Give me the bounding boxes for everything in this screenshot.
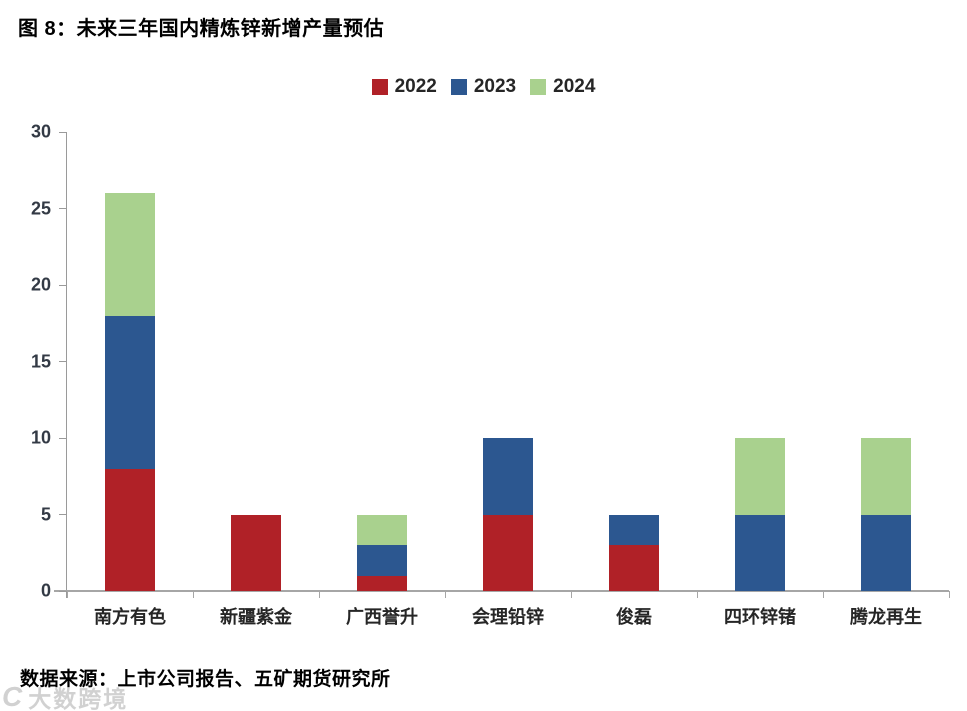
y-axis-tick-label: 20 bbox=[30, 274, 51, 295]
bar-segment-2023 bbox=[861, 514, 911, 591]
bar-segment-2023 bbox=[483, 438, 533, 515]
x-axis-tick-mark bbox=[193, 591, 194, 598]
bar-segment-2024 bbox=[357, 514, 407, 546]
bar-segment-2022 bbox=[231, 514, 281, 591]
bar-segment-2023 bbox=[735, 514, 785, 591]
y-axis-tick-mark bbox=[59, 514, 67, 515]
bar-segment-2022 bbox=[105, 468, 155, 591]
watermark: C 大数跨境 bbox=[2, 680, 128, 711]
bar-segment-2023 bbox=[609, 514, 659, 546]
legend-item-2023: 2023 bbox=[450, 76, 517, 98]
y-axis-tick-mark bbox=[59, 437, 67, 439]
x-axis-tick-mark bbox=[697, 591, 698, 598]
watermark-logo-icon: C bbox=[2, 681, 25, 711]
bar-segment-2023 bbox=[357, 545, 407, 576]
x-axis-tick-mark bbox=[67, 591, 68, 598]
bar-segment-2024 bbox=[861, 438, 911, 515]
legend-label-2022: 2022 bbox=[394, 76, 437, 97]
y-axis-tick-label: 30 bbox=[30, 121, 51, 142]
x-axis-tick-mark bbox=[823, 591, 824, 598]
source-note: 数据来源：上市公司报告、五矿期货研究所 bbox=[20, 669, 391, 690]
x-axis-line bbox=[54, 590, 949, 592]
y-axis-tick-mark bbox=[59, 131, 67, 133]
x-axis-tick-mark bbox=[445, 591, 446, 598]
y-axis-tick-mark bbox=[59, 590, 67, 592]
y-axis-tick-label: 25 bbox=[30, 198, 51, 218]
chart-title: 图 8：未来三年国内精炼锌新增产量预估 bbox=[18, 18, 385, 40]
bar-segment-2022 bbox=[609, 545, 659, 591]
x-category-label: 四环锌锗 bbox=[724, 607, 796, 627]
legend-swatch-2023-icon bbox=[450, 79, 467, 95]
legend: 2022 2023 2024 bbox=[0, 76, 967, 98]
x-category-label: 广西誉升 bbox=[346, 607, 418, 627]
legend-label-2023: 2023 bbox=[473, 76, 517, 97]
y-axis-tick-label: 0 bbox=[40, 580, 51, 601]
x-category-label: 腾龙再生 bbox=[850, 607, 922, 627]
y-axis-tick-mark bbox=[59, 284, 67, 286]
x-axis-tick-mark bbox=[319, 591, 320, 598]
y-axis-tick-mark bbox=[59, 208, 67, 209]
y-axis-line bbox=[66, 132, 67, 598]
legend-item-2024: 2024 bbox=[530, 76, 595, 98]
x-category-label: 俊磊 bbox=[616, 607, 652, 627]
bar-segment-2024 bbox=[105, 193, 155, 316]
x-axis-tick-mark bbox=[571, 591, 572, 598]
legend-swatch-2022-icon bbox=[371, 79, 388, 95]
x-axis-tick-mark bbox=[949, 591, 950, 598]
y-axis-tick-label: 5 bbox=[40, 504, 51, 524]
x-category-label: 南方有色 bbox=[94, 607, 166, 627]
legend-label-2024: 2024 bbox=[553, 76, 596, 97]
y-axis-tick-label: 10 bbox=[30, 427, 51, 448]
y-axis-tick-label: 15 bbox=[30, 351, 51, 371]
bar-segment-2024 bbox=[735, 438, 785, 515]
legend-swatch-2024-icon bbox=[530, 79, 547, 95]
bar-chart-plot-area: 0 5 10 15 20 25 30 南方有色 新疆紫金 广西誉升 会理铅锌 俊磊 四环锌锗 腾龙再生 bbox=[31, 122, 950, 627]
x-category-label: 新疆紫金 bbox=[220, 607, 292, 627]
x-category-label: 会理铅锌 bbox=[472, 607, 544, 627]
bar-segment-2023 bbox=[105, 315, 155, 469]
legend-item-2022: 2022 bbox=[371, 76, 437, 98]
watermark-text: 大数跨境 bbox=[28, 686, 129, 711]
y-axis-tick-mark bbox=[59, 361, 67, 362]
bar-segment-2022 bbox=[357, 575, 407, 591]
bar-segment-2022 bbox=[483, 514, 533, 591]
